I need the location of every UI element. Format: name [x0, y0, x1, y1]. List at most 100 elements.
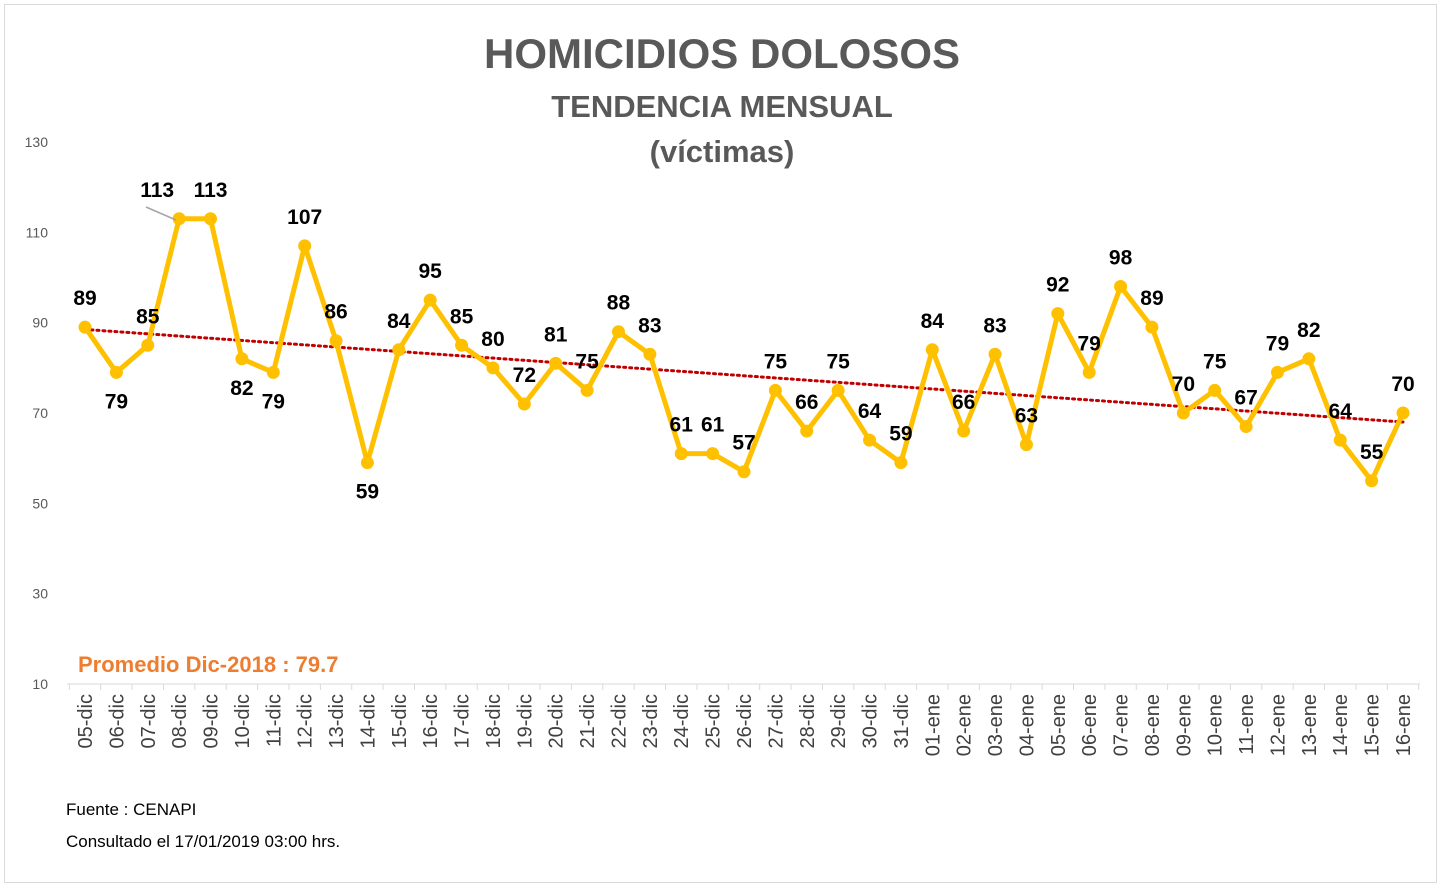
data-label-09-dic: 113 [194, 179, 228, 202]
data-point-08-dic [172, 212, 186, 226]
data-label-27-dic: 75 [764, 350, 788, 373]
x-tick-label: 16-dic [420, 694, 442, 748]
data-point-26-dic [737, 465, 751, 479]
data-label-07-ene: 98 [1109, 247, 1133, 270]
data-label-05-dic: 89 [73, 287, 96, 310]
data-label-12-dic: 107 [287, 206, 322, 229]
data-point-12-dic [298, 239, 312, 253]
chart-title: HOMICIDIOS DOLOSOS [484, 30, 960, 77]
x-tick-label: 29-dic [828, 694, 850, 748]
data-label-14-ene: 64 [1329, 400, 1353, 423]
y-tick-label: 90 [32, 315, 48, 331]
x-tick-label: 18-dic [483, 694, 505, 748]
data-label-10-dic: 82 [230, 377, 253, 400]
x-tick-label: 13-dic [326, 694, 348, 748]
data-label-20-dic: 81 [544, 323, 568, 346]
data-label-25-dic: 61 [701, 414, 725, 437]
x-tick-label: 04-ene [1016, 694, 1038, 756]
data-point-03-ene [988, 347, 1002, 361]
data-point-08-ene [1145, 320, 1159, 334]
data-point-15-ene [1365, 474, 1379, 488]
data-point-27-dic [768, 383, 782, 397]
x-tick-label: 13-ene [1299, 694, 1321, 756]
data-label-13-ene: 82 [1297, 319, 1320, 342]
y-tick-label: 110 [26, 224, 49, 240]
data-label-16-ene: 70 [1391, 373, 1414, 396]
data-point-07-dic [141, 338, 155, 352]
x-tick-label: 14-dic [357, 694, 379, 748]
data-label-14-dic: 59 [356, 481, 379, 504]
data-label-26-dic: 57 [732, 432, 755, 455]
data-point-23-dic [643, 347, 657, 361]
data-label-07-dic: 85 [136, 305, 160, 328]
x-tick-label: 03-ene [985, 694, 1007, 756]
x-tick-label: 07-ene [1111, 694, 1133, 756]
x-tick-label: 17-dic [452, 694, 474, 748]
data-label-12-ene: 79 [1266, 332, 1289, 355]
data-point-14-ene [1333, 433, 1347, 447]
data-point-15-dic [392, 343, 406, 357]
data-point-13-ene [1302, 352, 1316, 366]
x-tick-label: 30-dic [860, 694, 882, 748]
data-point-05-dic [78, 320, 92, 334]
data-point-16-dic [423, 293, 437, 307]
x-tick-label: 01-ene [922, 694, 944, 756]
data-point-22-dic [611, 325, 625, 339]
x-tick-label: 09-dic [201, 694, 223, 748]
data-point-30-dic [863, 433, 877, 447]
data-point-21-dic [580, 383, 594, 397]
x-axis: 05-dic 06-dic 07-dic 08-dic 09-dic 10-dic 11-d… [67, 683, 1420, 756]
data-label-15-ene: 55 [1360, 441, 1384, 464]
data-label-09-ene: 70 [1172, 373, 1195, 396]
data-point-07-ene [1114, 280, 1128, 294]
x-tick-label: 15-dic [389, 694, 411, 748]
data-point-04-ene [1019, 438, 1033, 452]
data-label-18-dic: 80 [481, 328, 504, 351]
data-label-08-ene: 89 [1140, 287, 1163, 310]
data-point-02-ene [957, 424, 971, 438]
x-tick-label: 12-dic [295, 694, 317, 748]
x-tick-label: 25-dic [703, 694, 725, 748]
data-point-14-dic [360, 456, 374, 470]
data-label-11-dic: 79 [262, 390, 285, 413]
x-tick-label: 08-dic [169, 694, 191, 748]
x-tick-label: 10-dic [232, 694, 254, 748]
data-label-02-ene: 66 [952, 391, 975, 414]
data-point-20-dic [549, 356, 563, 370]
data-label-01-ene: 84 [921, 310, 945, 333]
data-label-22-dic: 88 [607, 292, 631, 315]
data-point-01-ene [925, 343, 939, 357]
x-tick-label: 16-ene [1393, 694, 1415, 756]
data-label-23-dic: 83 [638, 314, 661, 337]
data-label-08-dic: 113 [140, 179, 174, 202]
average-label: Promedio Dic-2018 : 79.7 [78, 652, 338, 677]
x-tick-label: 26-dic [734, 694, 756, 748]
data-point-11-dic [266, 365, 280, 379]
chart-subtitle: TENDENCIA MENSUAL [551, 89, 893, 124]
y-tick-label: 50 [32, 495, 48, 511]
data-label-11-ene: 67 [1234, 387, 1257, 410]
x-tick-label: 28-dic [797, 694, 819, 748]
x-tick-label: 11-ene [1236, 694, 1258, 755]
x-tick-label: 31-dic [891, 694, 913, 748]
data-label-15-dic: 84 [387, 310, 411, 333]
chart-frame [4, 4, 1437, 883]
data-label-19-dic: 72 [513, 364, 536, 387]
x-tick-label: 09-ene [1173, 694, 1195, 756]
x-tick-label: 06-dic [106, 694, 128, 748]
source-note: Fuente : CENAPI [66, 800, 197, 819]
data-point-29-dic [831, 383, 845, 397]
data-point-17-dic [455, 338, 469, 352]
x-tick-label: 20-dic [546, 694, 568, 748]
data-label-21-dic: 75 [575, 350, 599, 373]
y-tick-label: 30 [32, 586, 48, 602]
data-label-13-dic: 86 [324, 301, 347, 324]
x-tick-label: 05-ene [1048, 694, 1070, 756]
x-tick-label: 06-ene [1079, 694, 1101, 756]
x-tick-label: 19-dic [514, 694, 536, 748]
data-label-06-ene: 79 [1078, 332, 1101, 355]
data-label-04-ene: 63 [1015, 405, 1038, 428]
data-points [78, 212, 1410, 488]
data-point-10-ene [1208, 383, 1222, 397]
